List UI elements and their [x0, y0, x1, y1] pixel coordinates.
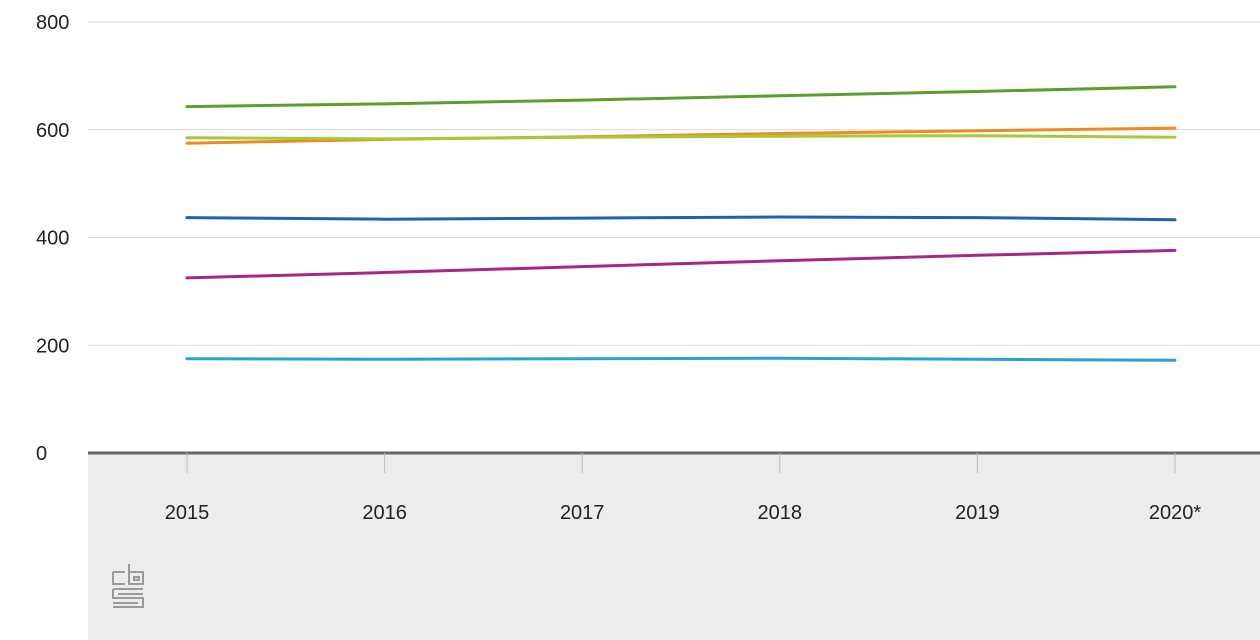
y-tick-label: 200 [36, 335, 69, 357]
y-tick-label: 0 [36, 443, 47, 465]
x-tick-label: 2016 [362, 502, 407, 524]
x-axis-footer-panel [88, 453, 1260, 640]
x-axis-ticks: 2015 2016 2017 2018 2019 2020* [165, 453, 1201, 524]
x-tick-label: 2015 [165, 502, 210, 524]
x-tick-label: 2020* [1149, 502, 1201, 524]
x-tick-label: 2019 [955, 502, 1000, 524]
cbs-logo-icon [112, 564, 144, 608]
y-tick-label: 600 [36, 120, 69, 142]
y-axis-ticks: 0 200 400 600 800 [36, 12, 69, 465]
x-tick-label: 2017 [560, 502, 605, 524]
x-tick-label: 2018 [758, 502, 803, 524]
series-lines [185, 85, 1177, 362]
gridlines [88, 21, 1260, 455]
y-tick-label: 800 [36, 12, 69, 34]
series-line-3 [185, 134, 1177, 141]
series-line-5 [185, 248, 1177, 280]
y-tick-label: 400 [36, 228, 69, 250]
series-line-4 [185, 215, 1177, 222]
series-line-6 [185, 356, 1177, 362]
series-line-1 [185, 85, 1177, 109]
